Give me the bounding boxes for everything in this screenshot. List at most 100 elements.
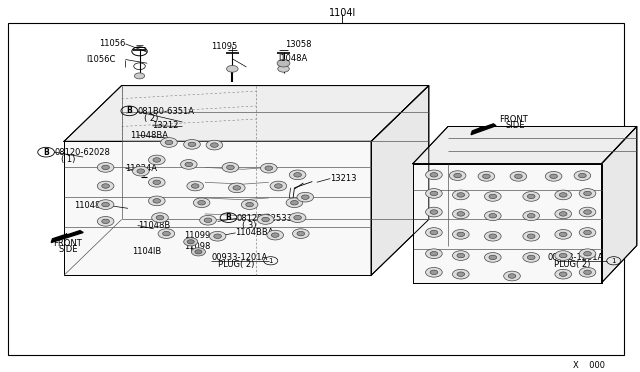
Circle shape — [267, 230, 284, 240]
Text: 11048BA: 11048BA — [74, 201, 111, 210]
Text: 11048B: 11048B — [138, 221, 170, 230]
Text: 08120-62533: 08120-62533 — [237, 214, 293, 223]
Circle shape — [527, 214, 535, 218]
Circle shape — [277, 60, 290, 67]
Text: 13212: 13212 — [152, 121, 179, 130]
Circle shape — [527, 255, 535, 260]
Text: 00933-1201A: 00933-1201A — [211, 253, 268, 262]
Circle shape — [260, 163, 277, 173]
Circle shape — [489, 234, 497, 238]
Circle shape — [559, 232, 567, 237]
Text: PLUG( 2): PLUG( 2) — [218, 260, 254, 269]
Circle shape — [153, 199, 161, 203]
Circle shape — [508, 274, 516, 278]
Circle shape — [484, 253, 501, 262]
Circle shape — [257, 215, 274, 224]
Circle shape — [195, 250, 202, 254]
Circle shape — [153, 158, 161, 162]
Polygon shape — [602, 126, 637, 283]
Circle shape — [187, 240, 195, 244]
Circle shape — [452, 230, 469, 239]
Circle shape — [165, 140, 173, 145]
Circle shape — [291, 201, 298, 205]
Circle shape — [559, 253, 567, 258]
Circle shape — [559, 193, 567, 197]
Circle shape — [452, 209, 469, 219]
Circle shape — [191, 184, 199, 188]
Text: 081B0-6351A: 081B0-6351A — [138, 107, 195, 116]
Text: ( 2): ( 2) — [144, 114, 158, 123]
Circle shape — [452, 190, 469, 200]
Circle shape — [148, 155, 165, 165]
Circle shape — [102, 202, 109, 207]
Circle shape — [188, 142, 196, 147]
Circle shape — [97, 200, 114, 209]
Text: 1104l: 1104l — [329, 8, 356, 18]
Circle shape — [209, 231, 226, 241]
Circle shape — [426, 189, 442, 198]
Circle shape — [289, 213, 306, 222]
Circle shape — [193, 198, 210, 208]
Circle shape — [555, 230, 572, 239]
Circle shape — [484, 192, 501, 201]
Circle shape — [214, 234, 221, 238]
Circle shape — [559, 272, 567, 276]
Text: 13213: 13213 — [330, 174, 356, 183]
Circle shape — [574, 171, 591, 180]
Circle shape — [454, 173, 461, 178]
Circle shape — [222, 163, 239, 172]
Circle shape — [180, 160, 197, 169]
Circle shape — [278, 65, 289, 72]
Circle shape — [489, 214, 497, 218]
Circle shape — [153, 180, 161, 185]
Circle shape — [97, 163, 114, 172]
Circle shape — [227, 65, 238, 72]
Circle shape — [426, 170, 442, 180]
Polygon shape — [413, 164, 602, 283]
Text: SIDE: SIDE — [59, 246, 78, 254]
Circle shape — [191, 248, 205, 256]
Circle shape — [452, 251, 469, 260]
Circle shape — [484, 211, 501, 221]
Circle shape — [426, 249, 442, 259]
Circle shape — [523, 231, 540, 241]
Bar — [8, 23, 624, 355]
Circle shape — [301, 195, 309, 199]
Text: l1048A: l1048A — [278, 54, 308, 62]
Circle shape — [163, 231, 170, 236]
Polygon shape — [64, 86, 429, 141]
Circle shape — [184, 140, 200, 149]
Circle shape — [559, 212, 567, 216]
Circle shape — [204, 218, 212, 222]
Circle shape — [148, 196, 165, 206]
Text: l1056C: l1056C — [86, 55, 116, 64]
Text: 11048BA: 11048BA — [130, 131, 168, 140]
Circle shape — [227, 165, 234, 170]
Circle shape — [579, 267, 596, 277]
Circle shape — [555, 209, 572, 219]
Circle shape — [132, 166, 149, 176]
Circle shape — [484, 231, 501, 241]
Text: 11098: 11098 — [184, 242, 211, 251]
Text: 1104BBA: 1104BBA — [236, 228, 274, 237]
Circle shape — [275, 184, 282, 188]
Circle shape — [489, 255, 497, 260]
Circle shape — [102, 219, 109, 224]
Circle shape — [185, 162, 193, 167]
Circle shape — [184, 238, 198, 246]
Circle shape — [270, 181, 287, 191]
Circle shape — [523, 253, 540, 262]
Circle shape — [426, 207, 442, 217]
Text: 11024A: 11024A — [125, 164, 157, 173]
Circle shape — [265, 166, 273, 170]
Circle shape — [430, 191, 438, 196]
Circle shape — [457, 253, 465, 258]
Circle shape — [241, 200, 258, 209]
Circle shape — [200, 215, 216, 225]
Circle shape — [523, 192, 540, 201]
Circle shape — [430, 270, 438, 275]
Circle shape — [579, 207, 596, 217]
Circle shape — [584, 251, 591, 256]
Text: 11095: 11095 — [211, 42, 237, 51]
Circle shape — [156, 215, 164, 220]
